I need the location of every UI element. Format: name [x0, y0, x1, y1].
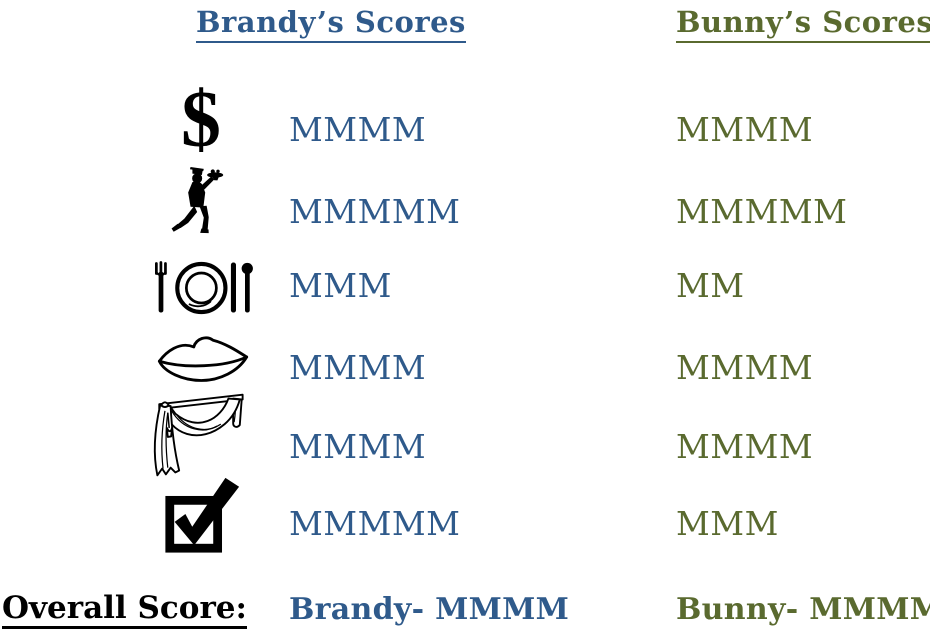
dollar-icon: $ [172, 80, 230, 160]
bunny-score-taste: MMMM [676, 348, 814, 387]
waiter-icon [164, 166, 236, 238]
brandy-score-taste: MMMM [289, 348, 427, 387]
curtain-icon [150, 390, 250, 480]
brandy-score-service: MMMMM [289, 192, 461, 231]
brandy-overall-score: Brandy- MMMM [289, 592, 570, 627]
brandy-score-ambiance: MMMM [289, 427, 427, 466]
bunny-score-service: MMMMM [676, 192, 848, 231]
brandy-score-food: MMM [289, 266, 392, 305]
bunny-column-title: Bunny’s Scores [676, 4, 930, 44]
dollar-glyph: $ [181, 76, 221, 164]
place-setting-icon [146, 258, 264, 318]
bunny-score-price: MMMM [676, 110, 814, 149]
checkbox-icon [156, 474, 248, 556]
brandy-score-price: MMMM [289, 110, 427, 149]
brandy-score-overall-check: MMMMM [289, 504, 461, 543]
bunny-score-food: MM [676, 266, 745, 305]
bunny-overall-score: Bunny- MMMM [676, 592, 930, 627]
brandy-column-title: Brandy’s Scores [196, 4, 466, 44]
bunny-score-overall-check: MMM [676, 504, 779, 543]
lips-icon [156, 324, 250, 390]
overall-score-label: Overall Score: [2, 590, 247, 629]
bunny-score-ambiance: MMMM [676, 427, 814, 466]
